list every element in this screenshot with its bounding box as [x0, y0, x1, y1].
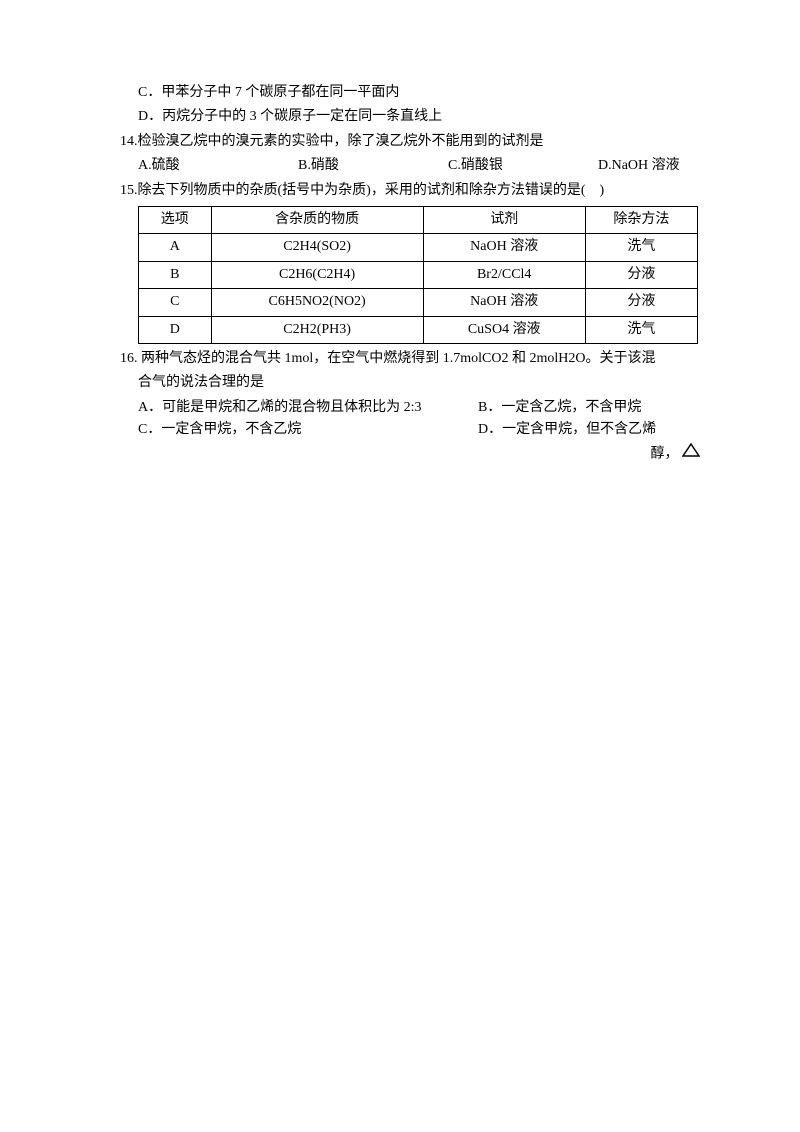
table-cell: 分液 — [585, 289, 697, 316]
table-cell: NaOH 溶液 — [423, 289, 585, 316]
table-cell: D — [139, 316, 212, 343]
q13-option-d: D．丙烷分子中的 3 个碳原子一定在同一条直线上 — [110, 106, 710, 128]
page-content: C．甲苯分子中 7 个碳原子都在同一平面内 D．丙烷分子中的 3 个碳原子一定在… — [0, 0, 800, 508]
q14-option-c: C.硝酸银 — [448, 155, 598, 177]
table-header: 选项 — [139, 206, 212, 233]
q16-options-row2: C．一定含甲烷，不含乙烷 D．一定含甲烷，但不含乙烯 — [110, 419, 710, 441]
table-cell: B — [139, 261, 212, 288]
table-header-row: 选项 含杂质的物质 试剂 除杂方法 — [139, 206, 698, 233]
table-header: 试剂 — [423, 206, 585, 233]
q14-option-d: D.NaOH 溶液 — [598, 155, 748, 177]
triangle-icon — [682, 443, 700, 465]
q16-option-d: D．一定含甲烷，但不含乙烯 — [478, 419, 656, 441]
table-row: B C2H6(C2H4) Br2/CCl4 分液 — [139, 261, 698, 288]
q16-option-a: A．可能是甲烷和乙烯的混合物且体积比为 2:3 — [138, 397, 478, 419]
q14-option-a: A.硫酸 — [138, 155, 298, 177]
table-cell: C2H4(SO2) — [211, 234, 423, 261]
q16-stem-line1: 16. 两种气态烃的混合气共 1mol，在空气中燃烧得到 1.7molCO2 和… — [110, 348, 710, 370]
table-cell: A — [139, 234, 212, 261]
q16-options-row1: A．可能是甲烷和乙烯的混合物且体积比为 2:3 B．一定含乙烷，不含甲烷 — [110, 397, 710, 419]
table-cell: C2H6(C2H4) — [211, 261, 423, 288]
table-cell: Br2/CCl4 — [423, 261, 585, 288]
tail-fragment: 醇， — [110, 443, 710, 466]
q14-stem: 14.检验溴乙烷中的溴元素的实验中，除了溴乙烷外不能用到的试剂是 — [110, 131, 710, 153]
table-cell: 洗气 — [585, 234, 697, 261]
q16-option-b: B．一定含乙烷，不含甲烷 — [478, 397, 641, 419]
q13-option-c: C．甲苯分子中 7 个碳原子都在同一平面内 — [110, 82, 710, 104]
q16-option-c: C．一定含甲烷，不含乙烷 — [138, 419, 478, 441]
table-row: A C2H4(SO2) NaOH 溶液 洗气 — [139, 234, 698, 261]
table-row: C C6H5NO2(NO2) NaOH 溶液 分液 — [139, 289, 698, 316]
q15-table: 选项 含杂质的物质 试剂 除杂方法 A C2H4(SO2) NaOH 溶液 洗气… — [138, 206, 698, 344]
table-header: 含杂质的物质 — [211, 206, 423, 233]
table-cell: 洗气 — [585, 316, 697, 343]
q16-stem-line2: 合气的说法合理的是 — [110, 372, 710, 394]
table-cell: C2H2(PH3) — [211, 316, 423, 343]
q15-stem: 15.除去下列物质中的杂质(括号中为杂质)，采用的试剂和除杂方法错误的是( ) — [110, 180, 710, 202]
table-cell: NaOH 溶液 — [423, 234, 585, 261]
table-cell: C6H5NO2(NO2) — [211, 289, 423, 316]
table-cell: CuSO4 溶液 — [423, 316, 585, 343]
tail-text: 醇， — [651, 447, 679, 462]
q14-option-b: B.硝酸 — [298, 155, 448, 177]
table-cell: C — [139, 289, 212, 316]
table-cell: 分液 — [585, 261, 697, 288]
table-row: D C2H2(PH3) CuSO4 溶液 洗气 — [139, 316, 698, 343]
q14-options: A.硫酸 B.硝酸 C.硝酸银 D.NaOH 溶液 — [110, 155, 710, 177]
table-header: 除杂方法 — [585, 206, 697, 233]
